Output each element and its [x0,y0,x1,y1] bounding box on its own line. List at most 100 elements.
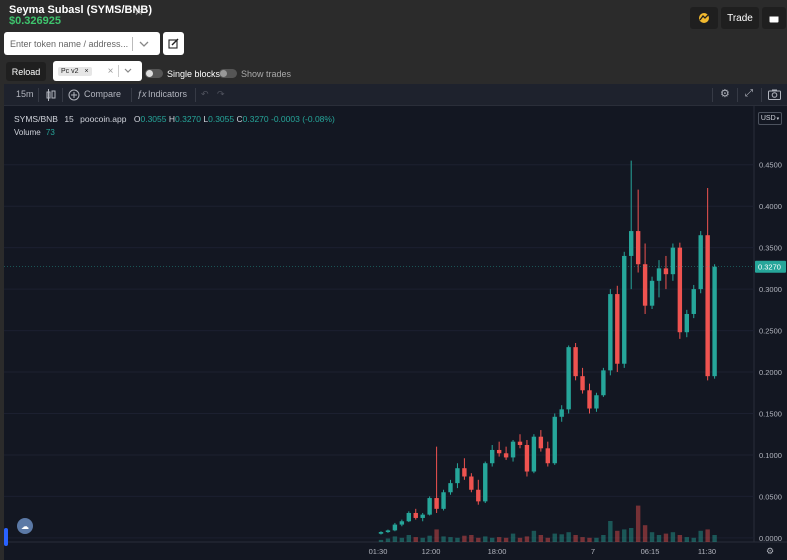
candle-body [469,476,474,490]
candle-body [406,512,411,522]
fullscreen-icon[interactable]: ⤢ [745,88,753,99]
price-chart[interactable]: 0.4500 0.4000 0.3500 0.3000 0.2500 0.2000 0.15… [4,84,787,560]
volume-bar [448,537,453,542]
chart-area[interactable]: 15m Compare ƒx Indicators ↶ ↷ ⚙ ⤢ 0.4500… [4,84,787,560]
toolbar-divider [195,88,196,102]
settings-gear-icon[interactable]: ⚙ [720,88,730,100]
currency-button[interactable]: USD ▾ [758,112,782,125]
close-value: 0.3270 [242,114,269,124]
trade-button[interactable]: Trade [721,7,759,29]
volume-bar [378,539,384,542]
candle-body [378,532,384,534]
last-price-tag [755,260,786,273]
volume-bar [510,533,516,542]
candle-body [510,441,516,458]
compare-button[interactable]: Compare [84,89,122,99]
edit-button[interactable] [163,32,184,55]
clear-icon[interactable]: × [107,65,114,77]
candle-body [496,449,502,454]
chevron-down-icon[interactable] [122,67,134,75]
volume-bar [483,536,488,542]
volume-bar [434,529,439,542]
camera-icon[interactable] [768,89,781,100]
single-blocks-toggle[interactable] [145,69,163,78]
volume-bar [615,530,620,542]
volume-bar [399,537,405,542]
candle-body [608,294,613,371]
router-value: Pc v2 [61,67,79,75]
toolbar-divider [761,88,762,102]
volume-bar [712,535,717,542]
currency-label: USD [760,115,776,122]
redo-icon[interactable]: ↷ [217,89,225,99]
candle-body [649,280,655,306]
show-trades-label: Show trades [241,69,292,79]
y-tick-label: 0.4500 [759,161,782,170]
x-tick-label: 7 [591,547,595,556]
open-label: O [133,114,141,124]
compare-icon[interactable] [68,89,80,101]
chart-toolbar: 15m Compare ƒx Indicators ↶ ↷ ⚙ ⤢ [4,84,787,106]
scroll-handle[interactable] [4,528,8,546]
volume-bar [496,537,502,542]
candle-body [448,483,453,493]
volume-bar [469,535,474,542]
edit-icon [168,38,179,49]
undo-icon[interactable]: ↶ [201,89,209,99]
y-tick-label: 0.4000 [759,202,782,211]
y-tick-label: 0.0000 [759,534,782,543]
interval-button[interactable]: 15m [16,89,34,99]
reload-button[interactable]: Reload [6,62,46,81]
volume-bar [622,529,627,542]
volume-bar [594,537,599,542]
y-tick-label: 0.3500 [759,244,782,253]
legend-source: poocoin.app [80,114,127,124]
search-input[interactable] [4,38,132,49]
volume-bar [670,532,676,542]
candle-body [455,468,460,484]
candle-body [594,395,599,409]
tag-remove-icon[interactable]: × [84,67,89,75]
x-tick-label: 18:00 [488,547,507,556]
router-select[interactable]: Pc v2 × × [53,61,142,81]
window-button[interactable] [762,7,786,29]
volume-value: 73 [45,128,55,137]
candle-style-icon[interactable] [46,89,56,101]
candle-body [580,376,585,391]
window-icon [769,14,779,22]
candle-body [392,524,398,531]
volume-bar [427,535,432,542]
candle-body [677,247,683,333]
volume-bar [566,532,571,542]
chevron-down-icon[interactable] [136,39,152,49]
wallet-button[interactable] [690,7,718,29]
price-axis [754,106,787,552]
volume-bar [545,537,550,542]
star-icon[interactable]: ☆ [133,3,145,18]
y-tick-label: 0.2500 [759,327,782,336]
candle-body [622,255,627,364]
candle-body [559,409,564,417]
volume-bar [503,537,509,542]
candle-body [385,530,391,533]
candle-body [670,247,676,275]
tradingview-logo-icon[interactable]: ☁ [17,518,33,534]
single-blocks-label: Single blocks [167,69,221,79]
volume-bar [476,537,481,542]
candle-body [427,498,432,515]
indicators-icon[interactable]: ƒx [137,89,147,99]
volume-bar [441,536,446,542]
search-box[interactable] [4,32,160,55]
toggle-knob [220,70,227,77]
candle-body [490,449,495,464]
volume-bar [587,537,592,542]
volume-bar [573,535,578,542]
indicators-button[interactable]: Indicators [148,89,188,99]
toolbar-divider [737,88,738,102]
time-axis-settings-icon: ⚙ [766,546,774,556]
candle-body [476,489,481,502]
volume-legend: Volume 73 [14,128,55,137]
show-trades-toggle[interactable] [219,69,237,78]
volume-bar [524,536,530,542]
candle-body [420,514,425,518]
